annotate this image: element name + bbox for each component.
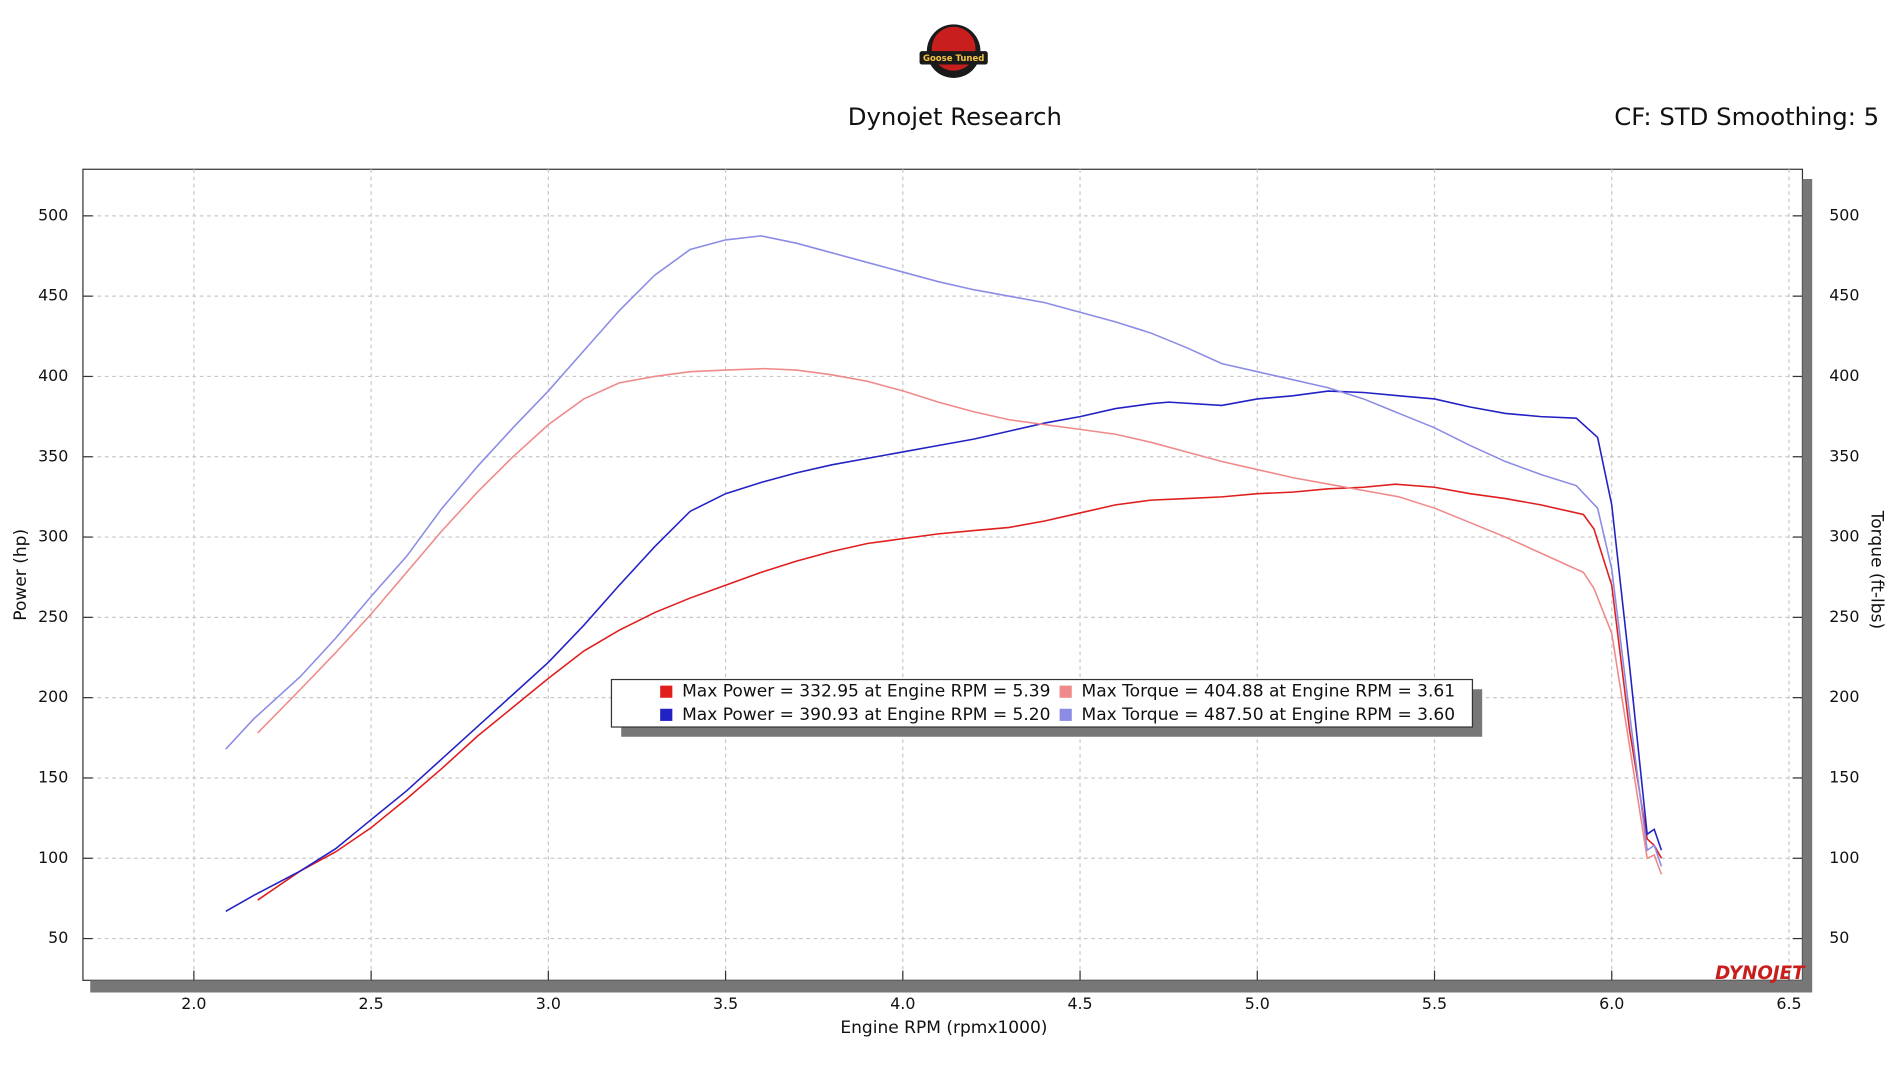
- y-tick-label: 50: [48, 928, 68, 947]
- y2-tick-label: 250: [1829, 607, 1859, 626]
- series-line: [225, 390, 1663, 912]
- y-tick-label: 350: [38, 446, 68, 465]
- y-axis-label: Power (hp): [11, 529, 31, 621]
- legend-swatch: [1059, 708, 1072, 721]
- x-tick-label: 6.0: [1599, 994, 1624, 1013]
- y2-tick-label: 350: [1829, 446, 1859, 465]
- x-tick-label: 5.0: [1245, 994, 1270, 1013]
- y2-axis-label: Torque (ft-lbs): [1867, 510, 1887, 629]
- y-tick-label: 200: [38, 687, 68, 706]
- logo: Goose Tuned: [919, 24, 988, 78]
- x-tick-label: 5.5: [1422, 994, 1447, 1013]
- legend-label: Max Power = 390.93 at Engine RPM = 5.20: [682, 705, 1050, 725]
- x-tick-label: 6.5: [1776, 994, 1801, 1013]
- y-tick-label: 400: [38, 366, 68, 385]
- plot: 2.0 2.5 3.0 3.5 4.0 4.5 5.0 5.5 6.0 6.5 50 100 150 20…: [38, 169, 1859, 1013]
- legend-label: Max Torque = 487.50 at Engine RPM = 3.60: [1082, 705, 1456, 725]
- legend-swatch: [660, 708, 673, 721]
- x-tick-label: 3.0: [536, 994, 561, 1013]
- chart-subtitle: CF: STD Smoothing: 5: [1614, 102, 1879, 131]
- legend-label: Max Torque = 404.88 at Engine RPM = 3.61: [1082, 682, 1456, 702]
- y2-axis-shadow: [1802, 179, 1813, 993]
- x-tick-label: 4.5: [1067, 994, 1092, 1013]
- legend-label: Max Power = 332.95 at Engine RPM = 5.39: [682, 682, 1050, 702]
- y2-tick-label: 500: [1829, 205, 1859, 224]
- logo-banner: [919, 51, 988, 65]
- x-tick-label: 4.0: [890, 994, 915, 1013]
- series-line: [225, 235, 1663, 867]
- series-line: [257, 367, 1663, 875]
- y2-tick-label: 400: [1829, 366, 1859, 385]
- y2-tick-label: 450: [1829, 286, 1859, 305]
- y-tick-label: 500: [38, 205, 68, 224]
- watermark: DYNOJET: [1715, 963, 1806, 984]
- chart-title: Dynojet Research: [848, 102, 1062, 131]
- x-tick-label: 2.0: [181, 994, 206, 1013]
- y-tick-label: 150: [38, 767, 68, 786]
- y2-tick-label: 50: [1829, 928, 1849, 947]
- y2-tick-label: 150: [1829, 767, 1859, 786]
- legend-swatch: [1059, 685, 1072, 698]
- series-line: [257, 483, 1663, 901]
- y2-tick-label: 100: [1829, 848, 1859, 867]
- legend-swatch: [660, 685, 673, 698]
- x-axis-label: Engine RPM (rpmx1000): [840, 1018, 1047, 1038]
- logo-text: Goose Tuned: [923, 54, 984, 64]
- x-axis-shadow: [90, 980, 1810, 993]
- y-tick-label: 450: [38, 286, 68, 305]
- y2-tick-label: 300: [1829, 527, 1859, 546]
- y-tick-label: 100: [38, 848, 68, 867]
- y-tick-label: 250: [38, 607, 68, 626]
- y-tick-label: 300: [38, 527, 68, 546]
- y2-tick-label: 200: [1829, 687, 1859, 706]
- x-tick-label: 3.5: [713, 994, 738, 1013]
- x-tick-label: 2.5: [359, 994, 384, 1013]
- legend: [610, 678, 1474, 728]
